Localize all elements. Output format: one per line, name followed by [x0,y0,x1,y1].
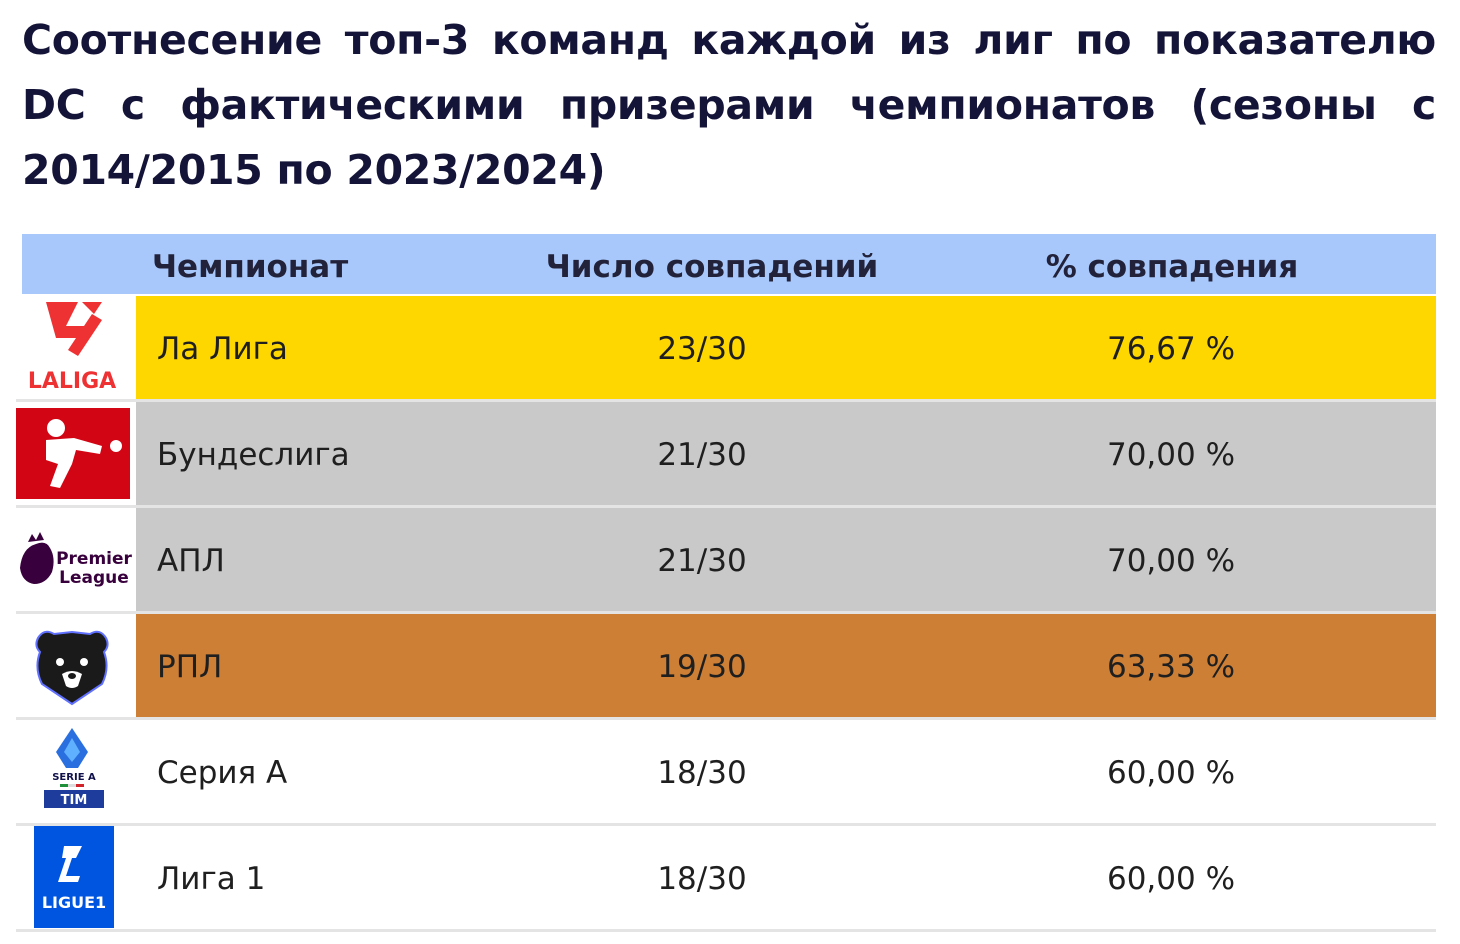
laliga-logo: LALIGA [16,296,134,399]
match-count: 18/30 [657,755,747,791]
match-count: 21/30 [657,543,747,579]
svg-text:TIM: TIM [61,793,88,808]
league-name: АПЛ [157,543,225,579]
serie-a-logo-text: SERIE A [52,772,96,783]
row-background [136,402,1436,505]
table-header: Чемпионат Число совпадений % совпадения [22,234,1436,294]
rpl-logo [16,614,134,717]
league-name: Ла Лига [157,331,288,367]
match-count: 23/30 [657,331,747,367]
row-background [136,826,1436,929]
match-percent: 70,00 % [1106,543,1236,579]
league-name: РПЛ [157,649,223,685]
match-count: 18/30 [657,861,747,897]
ligue1-logo: LIGUE1 [16,826,134,929]
match-percent: 60,00 % [1106,755,1236,791]
match-percent: 63,33 % [1106,649,1236,685]
pl-logo-text-2: League [59,568,129,588]
row-background [136,614,1436,717]
league-name: Лига 1 [157,861,266,897]
table-row: Premier League АПЛ 21/30 70,00 % [16,508,1436,614]
row-background [136,508,1436,611]
match-percent: 70,00 % [1106,437,1236,473]
table-row: SERIE A TIM Серия А 18/30 60,00 % [16,720,1436,826]
bundesliga-logo [16,402,134,505]
match-percent: 76,67 % [1106,331,1236,367]
ligue1-logo-text: LIGUE1 [42,893,106,912]
column-header-matches: Число совпадений [545,249,879,285]
laliga-logo-text: LALIGA [28,369,116,394]
row-background [136,720,1436,823]
league-name: Серия А [157,755,288,791]
table-row: LALIGA Ла Лига 23/30 76,67 % [16,296,1436,402]
match-percent: 60,00 % [1106,861,1236,897]
premier-league-logo: Premier League [16,508,134,611]
column-header-league: Чемпионат [152,249,349,285]
pl-logo-text-1: Premier [56,549,132,569]
serie-a-logo: SERIE A TIM [16,720,134,823]
chart-title: Соотнесение топ-3 команд каждой из лиг п… [22,16,1436,194]
match-count: 21/30 [657,437,747,473]
match-count: 19/30 [657,649,747,685]
table-row: РПЛ 19/30 63,33 % [16,614,1436,720]
table-row: Бундеслига 21/30 70,00 % [16,402,1436,508]
table-row: LIGUE1 Лига 1 18/30 60,00 % [16,826,1436,932]
row-background [136,296,1436,399]
league-name: Бундеслига [157,437,350,473]
column-header-percent: % совпадения [1045,249,1299,285]
